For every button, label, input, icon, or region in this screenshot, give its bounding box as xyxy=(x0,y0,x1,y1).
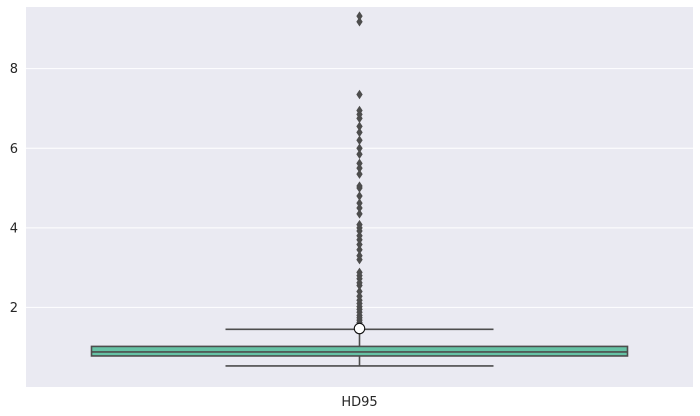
outlier-point xyxy=(356,203,363,213)
box-plot-marks xyxy=(90,11,629,367)
outlier-point xyxy=(356,163,363,173)
outlier-point xyxy=(356,127,363,138)
outlier-point xyxy=(356,169,363,179)
outlier-point xyxy=(356,11,363,21)
x-tick-label: HD95 xyxy=(341,395,377,410)
outlier-point xyxy=(356,121,363,132)
outlier-point xyxy=(356,231,363,241)
outlier-point xyxy=(356,149,363,159)
outlier-point xyxy=(356,89,363,100)
outlier-point xyxy=(356,219,363,230)
outlier-point xyxy=(356,105,363,116)
y-tick-label: 6 xyxy=(10,142,18,157)
outlier-point xyxy=(356,250,363,261)
mean-marker xyxy=(353,322,366,335)
outlier-point xyxy=(356,286,363,297)
outlier-point xyxy=(356,181,363,191)
outlier-point xyxy=(356,209,363,219)
outlier-point xyxy=(356,291,363,302)
y-axis-tick-labels: 2 4 6 8 xyxy=(10,62,18,316)
outlier-point xyxy=(356,191,363,201)
y-tick-label: 4 xyxy=(10,221,18,236)
outlier-point xyxy=(356,158,363,169)
outlier-point xyxy=(356,198,363,208)
outlier-point xyxy=(356,16,363,27)
y-tick-label: 2 xyxy=(10,301,18,316)
outlier-point xyxy=(356,239,363,250)
y-tick-label: 8 xyxy=(10,62,18,77)
outlier-point xyxy=(356,143,363,153)
outlier-point xyxy=(356,135,363,146)
outlier-point xyxy=(356,244,363,255)
outlier-point xyxy=(356,267,363,278)
